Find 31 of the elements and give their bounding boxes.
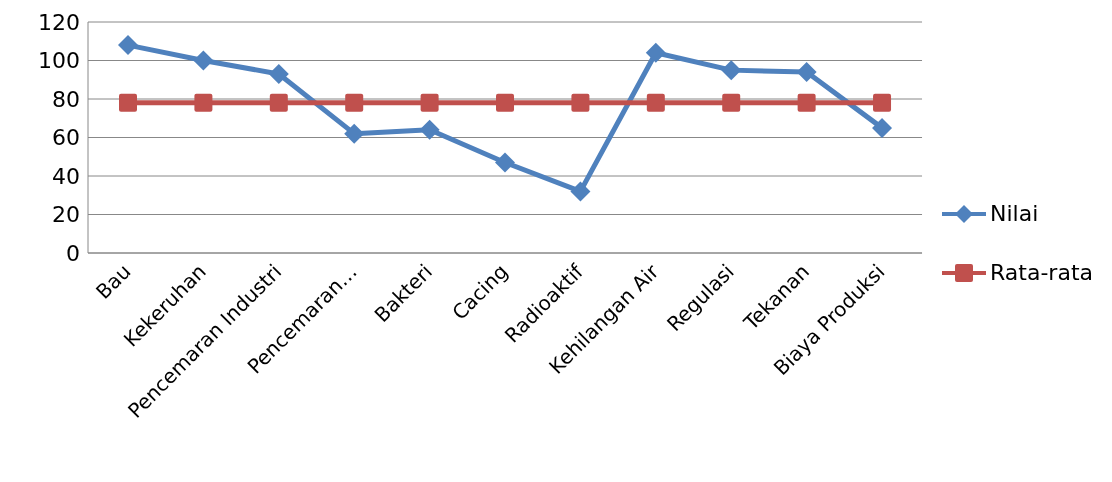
point xyxy=(119,93,137,112)
legend-label: Nilai xyxy=(990,201,1039,226)
y-tick-label: 80 xyxy=(52,86,80,112)
y-tick-label: 40 xyxy=(52,163,80,189)
point xyxy=(345,93,364,112)
point xyxy=(646,93,665,112)
y-tick-label: 60 xyxy=(52,125,80,151)
y-tick-label: 0 xyxy=(66,240,80,266)
point xyxy=(419,119,440,140)
point xyxy=(495,152,516,173)
point xyxy=(269,93,288,112)
point xyxy=(797,93,816,112)
legend-label: Rata-rata xyxy=(990,260,1093,285)
point xyxy=(571,93,590,112)
point xyxy=(721,60,742,81)
point xyxy=(118,35,138,56)
y-tick-label: 100 xyxy=(38,48,80,74)
point xyxy=(645,42,666,63)
point xyxy=(722,93,741,112)
point xyxy=(873,93,892,112)
point xyxy=(420,93,439,112)
point xyxy=(344,123,365,144)
point xyxy=(496,93,515,112)
point xyxy=(570,181,591,202)
point xyxy=(194,93,213,112)
y-tick-label: 20 xyxy=(52,202,80,228)
point xyxy=(268,63,289,84)
y-tick-label: 120 xyxy=(38,9,80,35)
point xyxy=(796,62,817,83)
point xyxy=(872,117,893,138)
point xyxy=(193,50,214,71)
